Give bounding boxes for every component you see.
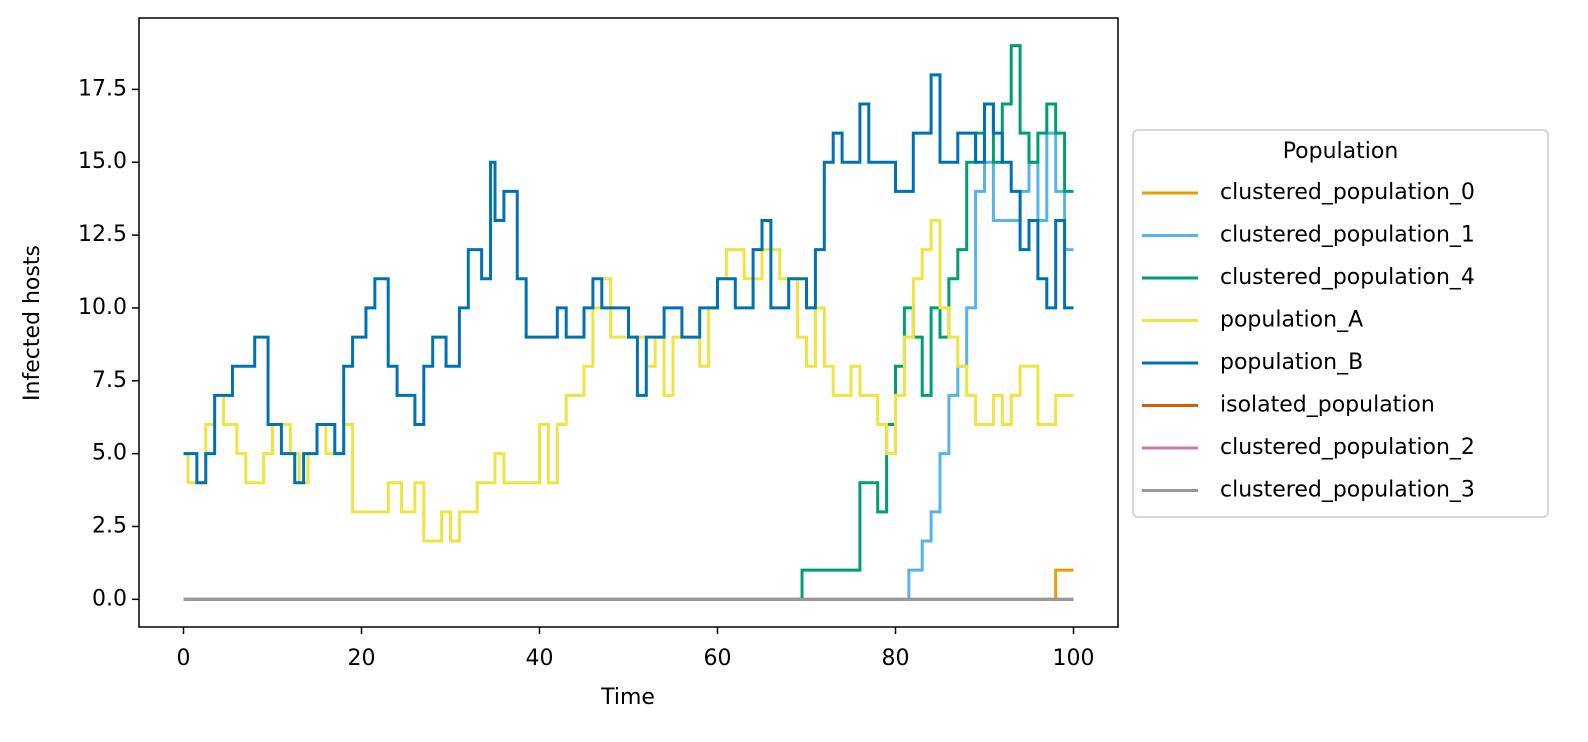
y-tick-label: 15.0 <box>78 149 127 174</box>
y-tick-label: 0.0 <box>92 586 127 611</box>
x-tick-label: 0 <box>177 646 191 671</box>
legend-label: clustered_population_1 <box>1220 223 1475 248</box>
plot-frame <box>138 17 1119 628</box>
legend-box <box>1132 129 1549 518</box>
x-tick-label: 60 <box>704 646 732 671</box>
series-line <box>183 568 1074 601</box>
legend-label: clustered_population_3 <box>1220 478 1475 503</box>
y-tick-label: 2.5 <box>92 513 127 538</box>
legend-label: clustered_population_2 <box>1220 435 1475 460</box>
legend-label: clustered_population_0 <box>1220 180 1475 205</box>
legend-label: clustered_population_4 <box>1220 265 1475 290</box>
x-tick-label: 100 <box>1053 646 1095 671</box>
x-axis-label: Time <box>600 685 655 710</box>
y-axis-label: Infected hosts <box>20 245 45 401</box>
legend-label: isolated_population <box>1220 393 1435 418</box>
series-line <box>183 131 1074 601</box>
x-tick-label: 80 <box>882 646 910 671</box>
y-tick-label: 5.0 <box>92 441 127 466</box>
legend-label: population_A <box>1220 308 1363 333</box>
y-tick-label: 7.5 <box>92 368 127 393</box>
x-tick-label: 20 <box>348 646 376 671</box>
legend-label: population_B <box>1220 350 1363 375</box>
legend-title: Population <box>1283 139 1399 164</box>
y-tick-label: 17.5 <box>78 76 127 101</box>
series-line <box>183 73 1074 485</box>
y-tick-label: 12.5 <box>78 222 127 247</box>
y-tick-label: 10.0 <box>78 295 127 320</box>
x-tick-label: 40 <box>526 646 554 671</box>
